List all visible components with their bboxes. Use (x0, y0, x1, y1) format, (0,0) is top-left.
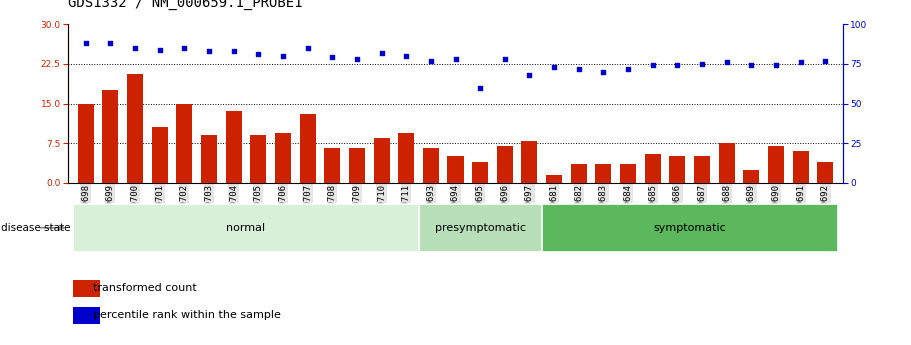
Point (103, 40, 118, 46)
Point (78, 40, 93, 46)
Bar (793, 151, 809, 183)
Text: percentile rank within the sample: percentile rank within the sample (94, 310, 281, 321)
Bar (73, 279, 100, 297)
Point (497, 56, 512, 62)
Point (620, 66, 635, 71)
Bar (151, 127, 168, 183)
Bar (77, 104, 94, 183)
Bar (571, 164, 587, 183)
Point (596, 69, 610, 75)
Bar (620, 164, 636, 183)
Point (769, 63, 783, 68)
Point (177, 45, 191, 51)
Point (374, 50, 389, 56)
Point (128, 45, 142, 51)
Text: GDS1332 / NM_000659.1_PROBE1: GDS1332 / NM_000659.1_PROBE1 (68, 0, 302, 10)
Bar (251, 135, 266, 183)
Point (646, 63, 660, 68)
Bar (542, 204, 838, 252)
Point (276, 53, 291, 59)
Bar (472, 162, 488, 183)
Point (399, 53, 414, 59)
Point (695, 61, 710, 67)
Bar (398, 132, 415, 183)
Point (251, 51, 265, 57)
Bar (546, 175, 562, 183)
Bar (102, 90, 118, 183)
Bar (496, 146, 513, 183)
Point (793, 59, 808, 65)
Bar (418, 204, 542, 252)
Point (720, 59, 734, 65)
Text: normal: normal (226, 223, 265, 233)
Bar (73, 204, 418, 252)
Text: symptomatic: symptomatic (653, 223, 726, 233)
Bar (596, 164, 611, 183)
Bar (645, 154, 660, 183)
Bar (176, 104, 192, 183)
Point (201, 48, 216, 54)
Point (350, 56, 364, 62)
Bar (743, 170, 760, 183)
Text: transformed count: transformed count (94, 283, 197, 293)
Text: disease state: disease state (1, 223, 70, 233)
Bar (423, 148, 439, 183)
Bar (300, 114, 315, 183)
Bar (447, 156, 464, 183)
Point (744, 63, 759, 68)
Point (325, 55, 340, 60)
Point (818, 58, 833, 63)
Bar (127, 75, 143, 183)
Bar (521, 140, 537, 183)
Point (571, 66, 586, 71)
Point (547, 64, 561, 70)
Bar (349, 148, 365, 183)
Text: presymptomatic: presymptomatic (435, 223, 526, 233)
Point (670, 63, 685, 68)
Bar (324, 148, 340, 183)
Bar (670, 156, 685, 183)
Bar (201, 135, 217, 183)
Point (226, 48, 241, 54)
Bar (275, 132, 291, 183)
Point (424, 58, 438, 63)
Bar (374, 138, 390, 183)
Bar (768, 146, 784, 183)
Bar (719, 143, 735, 183)
Bar (817, 162, 834, 183)
Bar (73, 307, 100, 324)
Point (301, 45, 315, 51)
Point (473, 85, 487, 90)
Bar (226, 111, 241, 183)
Point (522, 72, 537, 78)
Bar (694, 156, 710, 183)
Point (448, 56, 463, 62)
Point (152, 47, 167, 52)
